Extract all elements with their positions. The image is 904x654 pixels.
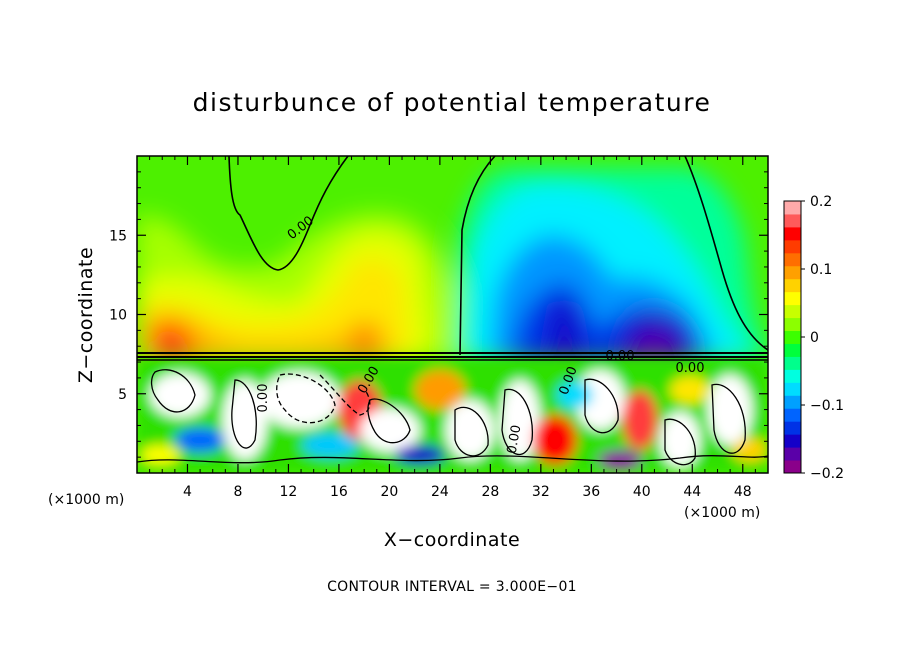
contour-label: 0.00 xyxy=(606,349,635,364)
colorbar-tick-label: −0.1 xyxy=(810,398,844,414)
colorbar-swatch xyxy=(784,369,801,383)
chart-title: disturbunce of potential temperature xyxy=(193,88,712,117)
contour-label: 0.00 xyxy=(256,384,271,413)
contour-line xyxy=(137,455,768,464)
colorbar-swatch xyxy=(784,447,801,461)
y-tick-label: 15 xyxy=(109,228,127,244)
contour-line xyxy=(231,379,257,449)
x-axis-label: X−coordinate xyxy=(384,529,520,551)
colorbar-tick-label: 0.2 xyxy=(810,194,832,210)
x-tick-label: 12 xyxy=(280,484,298,500)
colorbar-swatch xyxy=(784,252,801,267)
colorbar-swatch xyxy=(784,356,801,370)
contour-line xyxy=(319,374,371,416)
colorbar-swatch xyxy=(784,395,801,409)
contour-line xyxy=(454,406,489,457)
x-tick-label: 44 xyxy=(683,484,701,500)
contour-line xyxy=(664,418,696,466)
axis-ticks xyxy=(137,156,768,473)
contour-line-zero xyxy=(684,156,768,351)
colorbar-swatch xyxy=(784,460,801,474)
colorbar-swatch xyxy=(784,434,801,448)
x-tick-label: 40 xyxy=(633,484,651,500)
contour-line-zero xyxy=(228,156,349,271)
colorbar-swatch xyxy=(784,265,801,280)
contour-label: 0.00 xyxy=(676,361,705,376)
contour-line xyxy=(150,369,196,413)
y-axis-label: Z−coordinate xyxy=(75,247,97,383)
contour-label: 0.00 xyxy=(505,424,525,455)
colorbar-swatch xyxy=(784,343,801,357)
plot-area: 0.00 0.00 0.00 0.00 0.00 0.00 0.00 xyxy=(137,156,768,473)
colorbar-swatch xyxy=(784,408,801,422)
contour-line xyxy=(584,378,619,434)
contour-line xyxy=(501,388,534,455)
colorbar-swatch xyxy=(784,421,801,435)
colorbar-labels: 0.2 0.1 0 −0.1 −0.2 xyxy=(801,194,844,482)
x-tick-label: 8 xyxy=(233,484,242,500)
y-tick-label: 10 xyxy=(109,308,127,324)
upper-field xyxy=(137,168,768,360)
colorbar-tick-label: −0.2 xyxy=(810,466,844,482)
colorbar-swatches xyxy=(784,201,801,474)
x-tick-label: 28 xyxy=(481,484,499,500)
colorbar: 0.2 0.1 0 −0.1 −0.2 xyxy=(783,194,844,482)
colorbar-swatch xyxy=(784,291,801,306)
colorbar-tick-label: 0 xyxy=(810,330,819,346)
contour-line xyxy=(711,383,746,454)
colorbar-swatch xyxy=(784,213,801,228)
x-tick-label: 4 xyxy=(183,484,192,500)
colorbar-swatch xyxy=(784,304,801,319)
colorbar-tick-label: 0.1 xyxy=(810,262,832,278)
x-unit-right: (×1000 m) xyxy=(684,505,760,521)
colorbar-swatch xyxy=(784,226,801,241)
colorbar-swatch xyxy=(784,201,801,215)
x-tick-label: 20 xyxy=(380,484,398,500)
x-tick-label: 48 xyxy=(734,484,752,500)
x-unit-left: (×1000 m) xyxy=(48,492,124,508)
colorbar-swatch xyxy=(784,239,801,254)
y-tick-label: 5 xyxy=(118,387,127,403)
contour-lines xyxy=(137,156,768,466)
colorbar-swatch xyxy=(784,382,801,396)
contour-line xyxy=(367,398,411,444)
x-tick-label: 24 xyxy=(431,484,449,500)
colorbar-swatch xyxy=(784,278,801,293)
colorbar-swatch xyxy=(784,317,801,332)
x-tick-label: 16 xyxy=(330,484,348,500)
lower-field xyxy=(137,357,768,473)
colorbar-swatch xyxy=(784,330,801,344)
x-tick-label: 36 xyxy=(582,484,600,500)
x-tick-label: 32 xyxy=(532,484,550,500)
contour-line xyxy=(276,373,336,424)
contour-interval-note: CONTOUR INTERVAL = 3.000E−01 xyxy=(327,579,577,595)
